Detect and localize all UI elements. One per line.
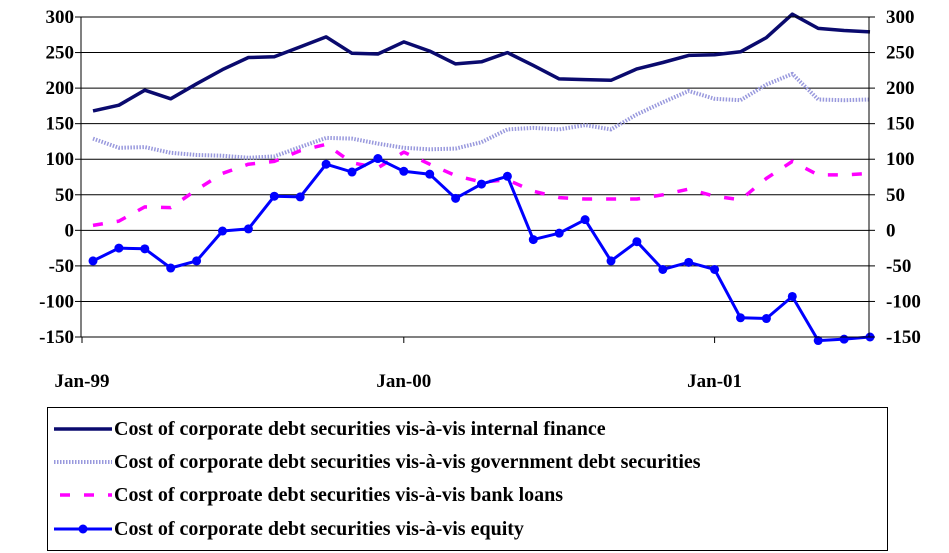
right-y-tick-label-0: 0 — [886, 220, 896, 241]
series-3-point-May-99 — [192, 256, 202, 266]
series-3-point-Jan-99 — [88, 256, 98, 266]
left-y-tick-label-150: 150 — [46, 114, 75, 135]
series-3-point-Mar-00 — [451, 193, 461, 203]
left-y-tick-label--150: -150 — [39, 327, 74, 348]
legend: Cost of corporate debt securities vis-à-… — [47, 407, 888, 551]
left-y-tick-label-100: 100 — [46, 149, 75, 170]
series-3-point-Sep-00 — [606, 256, 616, 266]
legend-item-bank-loans: Cost of corproate debt securities vis-à-… — [48, 480, 563, 510]
series-3-point-Jun-99 — [218, 226, 227, 236]
series-3-point-Aug-00 — [580, 215, 590, 225]
right-y-tick-label-200: 200 — [886, 78, 915, 99]
series-3-point-Oct-99 — [321, 159, 331, 169]
series-3-point-Dec-00 — [684, 257, 694, 267]
series-3-point-Nov-99 — [347, 167, 357, 177]
x-tick-label-Jan-00: Jan-00 — [376, 371, 431, 392]
right-y-tick-label--150: -150 — [886, 327, 921, 348]
series-3-point-Nov-00 — [658, 264, 668, 274]
series-3-point-Jan-01 — [710, 264, 720, 274]
axes — [75, 16, 875, 343]
left-y-tick-label-250: 250 — [46, 43, 75, 64]
legend-swatch-internal-finance — [54, 427, 112, 431]
legend-item-government-debt: Cost of corporate debt securities vis-à-… — [48, 447, 701, 477]
legend-swatch-government-debt — [54, 460, 112, 464]
legend-item-internal-finance: Cost of corporate debt securities vis-à-… — [48, 414, 606, 444]
legend-swatch-equity — [54, 524, 112, 534]
series-3-point-Sep-99 — [295, 192, 305, 202]
series-3-point-Jun-01 — [839, 334, 849, 344]
series-3-point-Jul-00 — [554, 228, 564, 238]
series-3-point-May-00 — [502, 171, 512, 181]
x-tick-label-Jan-99: Jan-99 — [55, 371, 110, 392]
right-y-tick-label-250: 250 — [886, 43, 915, 64]
legend-swatch-bank-loans — [60, 493, 112, 497]
left-y-tick-label-0: 0 — [65, 220, 75, 241]
right-y-tick-label-100: 100 — [886, 149, 915, 170]
legend-item-equity: Cost of corporate debt securities vis-à-… — [48, 514, 524, 544]
series-3-point-Feb-99 — [114, 243, 124, 253]
legend-label-equity: Cost of corporate debt securities vis-à-… — [114, 517, 524, 540]
series-line-0 — [92, 12, 871, 113]
left-y-tick-label-300: 300 — [46, 7, 75, 28]
legend-label-government-debt: Cost of corporate debt securities vis-à-… — [114, 450, 701, 473]
x-tick-label-Jan-01: Jan-01 — [687, 371, 742, 392]
left-y-tick-label--50: -50 — [49, 256, 74, 277]
right-y-tick-label--50: -50 — [886, 256, 911, 277]
right-y-tick-label--100: -100 — [886, 291, 921, 312]
series-3-point-May-01 — [813, 336, 823, 346]
series-3-point-Apr-01 — [787, 291, 797, 301]
plot-frame — [80, 16, 870, 338]
series-3-point-Aug-99 — [269, 191, 279, 201]
series-3-point-Mar-01 — [761, 314, 771, 324]
series-3-point-Dec-99 — [373, 154, 383, 164]
series-layer — [88, 12, 875, 346]
tick-labels: -150 -150 -100 -100 -50 -50 0 0 50 50 100 100 150 150… — [39, 7, 921, 392]
left-y-tick-label-50: 50 — [55, 185, 74, 206]
right-y-tick-label-50: 50 — [886, 185, 905, 206]
legend-label-bank-loans: Cost of corproate debt securities vis-à-… — [114, 483, 564, 506]
legend-label-internal-finance: Cost of corporate debt securities vis-à-… — [114, 417, 606, 440]
series-3-point-Jan-00 — [399, 166, 409, 176]
line-chart: -150 -150 -100 -100 -50 -50 0 0 50 50 100 100 150 150… — [39, 7, 921, 392]
series-3-point-Mar-99 — [140, 244, 150, 254]
left-y-tick-label-200: 200 — [46, 78, 75, 99]
series-3-point-Jul-99 — [243, 224, 253, 234]
series-3-point-Oct-00 — [632, 237, 642, 247]
series-3-point-Apr-00 — [477, 179, 486, 189]
series-3-point-Jun-00 — [528, 235, 538, 245]
right-y-tick-label-300: 300 — [886, 7, 915, 28]
series-3-point-Apr-99 — [166, 263, 176, 273]
gridlines — [81, 16, 869, 338]
right-y-tick-label-150: 150 — [886, 114, 915, 135]
series-line-1 — [92, 71, 871, 160]
left-y-tick-label--100: -100 — [39, 291, 74, 312]
series-3-point-Feb-01 — [736, 313, 745, 323]
series-3-point-Feb-00 — [425, 169, 435, 179]
